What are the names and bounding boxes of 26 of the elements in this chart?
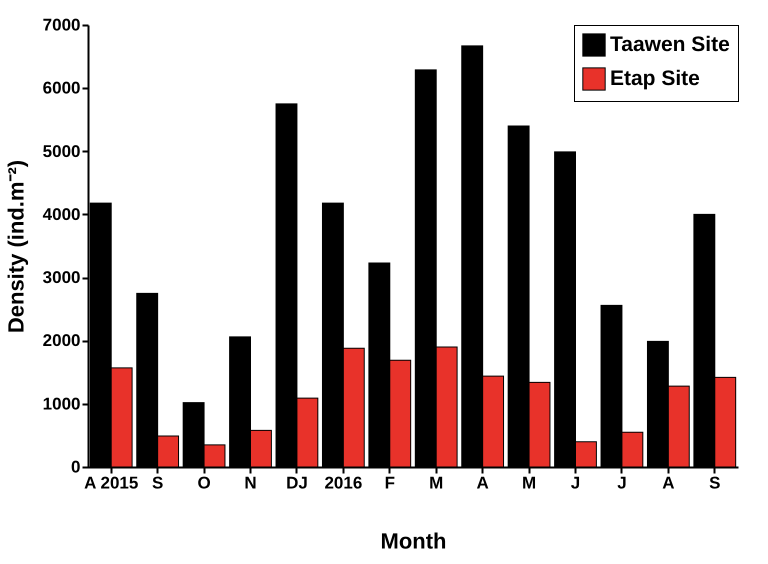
- x-tick-label: DJ: [286, 474, 308, 492]
- y-tick-label: 0: [71, 458, 80, 476]
- x-tick-label: O: [197, 474, 211, 492]
- x-tick-label: J: [570, 474, 580, 492]
- x-tick-label: N: [244, 474, 257, 492]
- y-axis-title: Density (ind.m⁻²): [4, 160, 29, 334]
- y-tick-label: 7000: [42, 16, 80, 34]
- x-tick-label: S: [709, 474, 720, 492]
- y-tick-label: 1000: [42, 394, 80, 414]
- y-tick-label: 6000: [42, 78, 80, 98]
- x-axis-title: Month: [380, 528, 446, 554]
- x-tick-label: 2016: [324, 474, 362, 492]
- legend-label: Taawen Site: [610, 33, 730, 56]
- x-tick-label: A 2015: [84, 474, 138, 492]
- x-tick-label: M: [522, 474, 536, 492]
- y-tick-label: 4000: [42, 204, 80, 224]
- legend-label: Etap Site: [610, 67, 700, 90]
- y-tick-label: 2000: [42, 331, 80, 350]
- x-tick-label: F: [384, 474, 395, 492]
- x-tick-label: J: [617, 474, 627, 492]
- x-tick-label: M: [429, 474, 444, 492]
- x-tick-label: S: [152, 474, 164, 492]
- y-tick-label: 3000: [42, 268, 80, 288]
- y-tick-label: 5000: [42, 142, 80, 161]
- x-tick-label: A: [476, 474, 489, 492]
- x-tick-label: A: [662, 474, 674, 492]
